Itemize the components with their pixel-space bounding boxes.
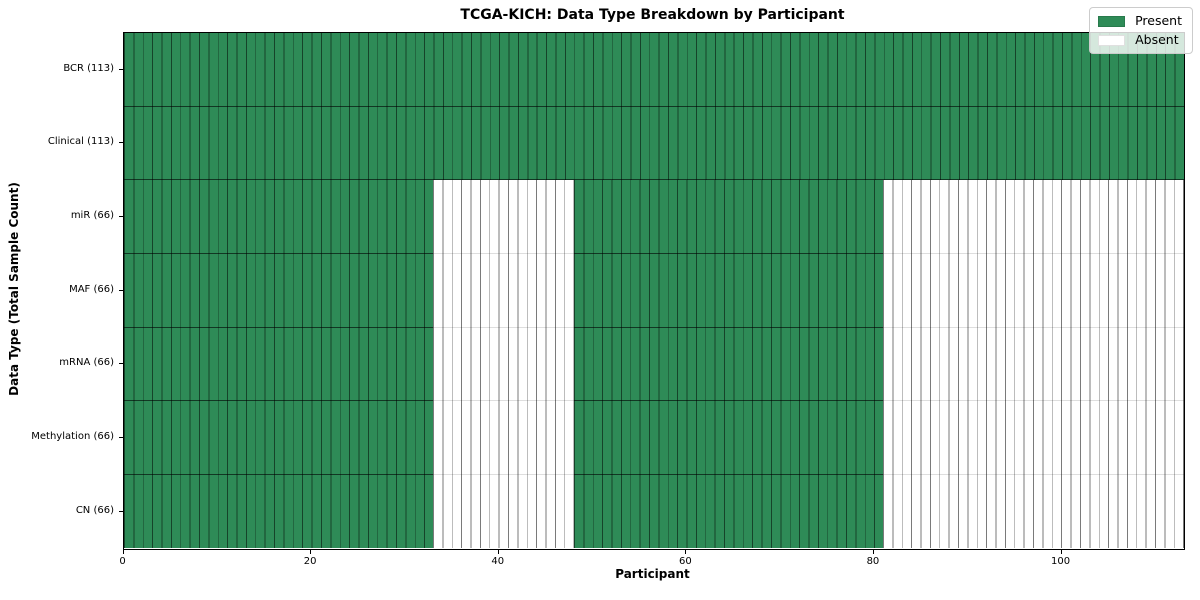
x-tick-mark	[122, 549, 124, 554]
legend-label-present: Present	[1135, 13, 1182, 28]
x-tick-mark	[872, 549, 874, 554]
y-tick-mark	[118, 363, 123, 365]
y-tick-label: Methylation (66)	[31, 431, 114, 443]
y-tick-label: BCR (113)	[63, 62, 114, 74]
heatmap-segment-present	[123, 327, 434, 402]
heatmap-segment-absent	[883, 474, 1184, 549]
y-tick-mark	[118, 216, 123, 218]
heatmap-segment-present	[573, 474, 884, 549]
heatmap-row	[123, 33, 1184, 107]
y-tick-mark	[118, 68, 123, 70]
y-tick-mark	[118, 142, 123, 144]
x-tick-mark	[1060, 549, 1062, 554]
heatmap-row	[123, 253, 1184, 328]
x-tick-mark	[497, 549, 499, 554]
heatmap-segment-present	[573, 253, 884, 328]
heatmap-segment-absent	[883, 327, 1184, 402]
heatmap-segment-absent	[883, 401, 1184, 475]
y-tick-label: Clinical (113)	[47, 136, 114, 148]
x-tick-label: 20	[303, 556, 317, 567]
heatmap-segment-present	[573, 180, 884, 254]
heatmap-segment-absent	[883, 180, 1184, 254]
heatmap-segment-absent	[433, 180, 574, 254]
x-tick-mark	[310, 549, 312, 554]
heatmap-segment-present	[123, 106, 1184, 181]
heatmap-row	[123, 474, 1184, 549]
heatmap-segment-present	[573, 401, 884, 475]
x-tick-label: 0	[119, 556, 126, 567]
heatmap-row	[123, 106, 1184, 181]
heatmap-segment-absent	[433, 401, 574, 475]
heatmap-segment-present	[573, 327, 884, 402]
y-tick-label: MAF (66)	[69, 283, 114, 295]
legend-label-absent: Absent	[1135, 32, 1179, 47]
legend-entry-absent: Absent	[1098, 33, 1182, 47]
y-tick-mark	[118, 289, 123, 291]
heatmap-segment-present	[123, 474, 434, 549]
chart-title: TCGA-KICH: Data Type Breakdown by Partic…	[460, 7, 845, 23]
legend: Present Absent	[1089, 7, 1193, 54]
heatmap-row	[123, 180, 1184, 254]
x-tick-label: 100	[1051, 556, 1071, 567]
x-tick-label: 80	[866, 556, 880, 567]
y-tick-label: miR (66)	[70, 210, 114, 222]
heatmap-segment-present	[123, 33, 1184, 107]
y-axis-label: Data Type (Total Sample Count)	[7, 182, 21, 396]
heatmap-row	[123, 401, 1184, 475]
plot-area	[122, 32, 1185, 550]
heatmap-segment-absent	[433, 253, 574, 328]
x-tick-label: 60	[678, 556, 692, 567]
y-tick-label: CN (66)	[75, 504, 114, 516]
x-tick-label: 40	[491, 556, 505, 567]
legend-entry-present: Present	[1098, 14, 1182, 28]
heatmap-segment-absent	[883, 253, 1184, 328]
heatmap-segment-absent	[433, 327, 574, 402]
x-axis-label: Participant	[615, 567, 690, 581]
heatmap-segment-present	[123, 401, 434, 475]
heatmap-row	[123, 327, 1184, 402]
y-tick-mark	[118, 437, 123, 439]
heatmap-segment-absent	[433, 474, 574, 549]
heatmap-segment-present	[123, 253, 434, 328]
absent-swatch-icon	[1098, 34, 1126, 46]
y-tick-label: mRNA (66)	[59, 357, 114, 369]
heatmap-segment-present	[123, 180, 434, 254]
y-tick-mark	[118, 510, 123, 512]
x-tick-mark	[685, 549, 687, 554]
present-swatch-icon	[1098, 15, 1126, 27]
